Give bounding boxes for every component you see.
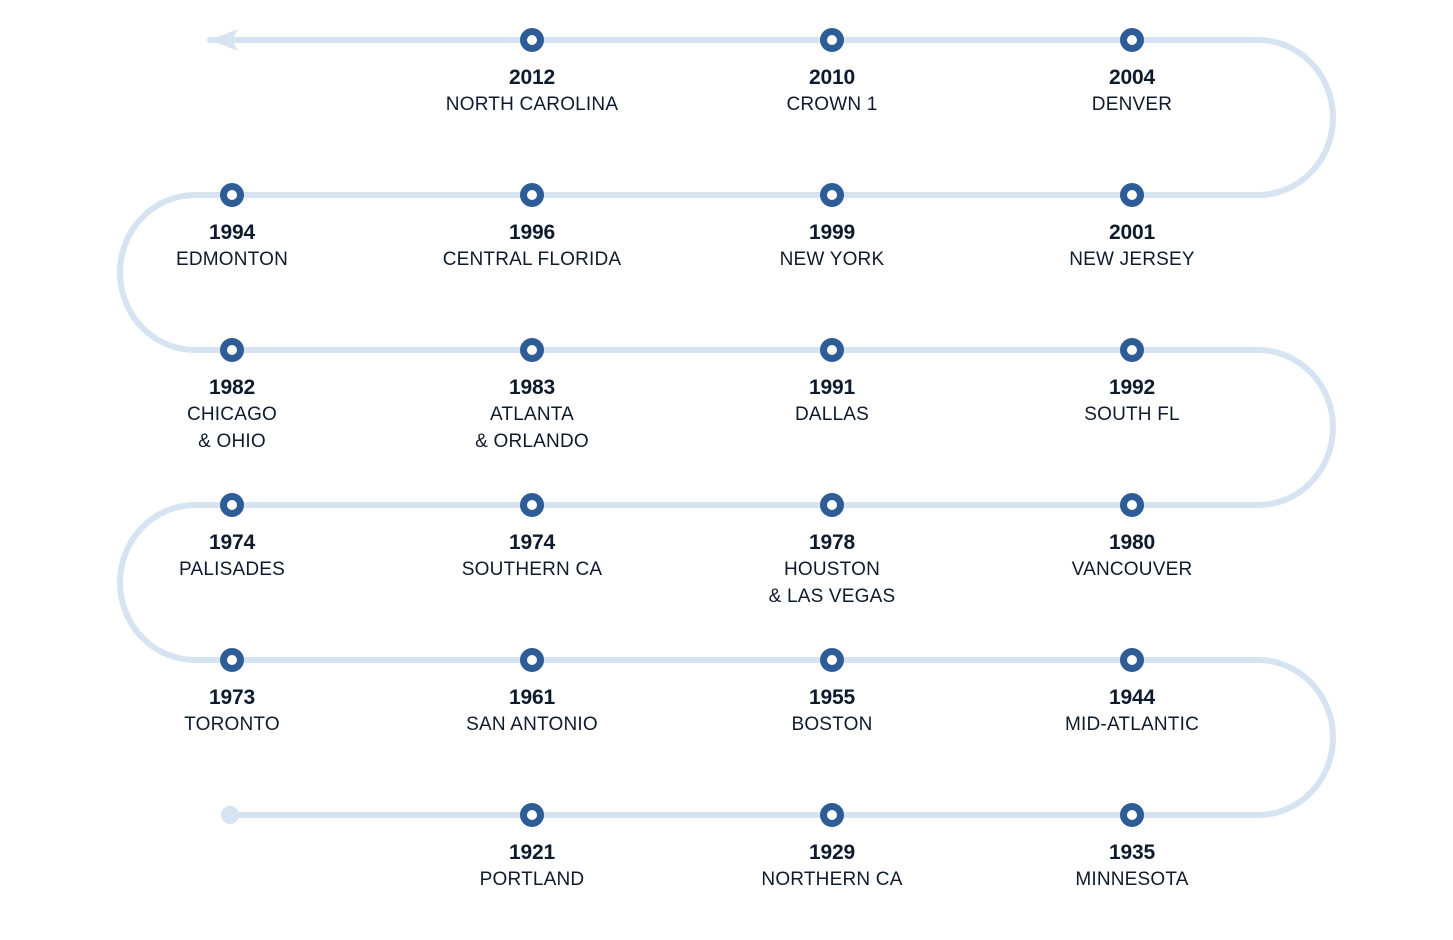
timeline-year: 1999 bbox=[780, 219, 885, 246]
timeline-location: & LAS VEGAS bbox=[769, 585, 896, 610]
timeline-year: 1929 bbox=[761, 839, 902, 866]
timeline-location: NEW JERSEY bbox=[1069, 248, 1195, 273]
timeline-location: & OHIO bbox=[187, 430, 277, 455]
timeline-location: NEW YORK bbox=[780, 248, 885, 273]
timeline-label: 1996CENTRAL FLORIDA bbox=[443, 219, 622, 273]
timeline-node bbox=[1120, 183, 1144, 207]
timeline-node bbox=[520, 338, 544, 362]
timeline-location: DALLAS bbox=[795, 403, 869, 428]
timeline-label: 1974SOUTHERN CA bbox=[462, 529, 603, 583]
timeline-node bbox=[820, 183, 844, 207]
timeline-track bbox=[0, 0, 1453, 940]
timeline-year: 1974 bbox=[462, 529, 603, 556]
timeline-location: EDMONTON bbox=[176, 248, 288, 273]
timeline-label: 1921PORTLAND bbox=[480, 839, 585, 893]
timeline-node bbox=[820, 493, 844, 517]
timeline-node bbox=[520, 28, 544, 52]
timeline-year: 2004 bbox=[1092, 64, 1172, 91]
timeline-label: 1978HOUSTON& LAS VEGAS bbox=[769, 529, 896, 610]
timeline-label: 1980VANCOUVER bbox=[1072, 529, 1193, 583]
timeline-label: 2001NEW JERSEY bbox=[1069, 219, 1195, 273]
timeline-location: CENTRAL FLORIDA bbox=[443, 248, 622, 273]
timeline-node bbox=[220, 648, 244, 672]
timeline-node bbox=[520, 183, 544, 207]
timeline-node bbox=[220, 338, 244, 362]
timeline-node bbox=[1120, 28, 1144, 52]
timeline-year: 1983 bbox=[475, 374, 589, 401]
timeline-location: DENVER bbox=[1092, 93, 1172, 118]
timeline-location: PALISADES bbox=[179, 558, 285, 583]
timeline-node bbox=[1120, 803, 1144, 827]
timeline-node bbox=[820, 648, 844, 672]
timeline-label: 2010CROWN 1 bbox=[786, 64, 877, 118]
timeline-node bbox=[1120, 648, 1144, 672]
timeline-node bbox=[820, 803, 844, 827]
timeline-node bbox=[220, 183, 244, 207]
timeline-year: 2010 bbox=[786, 64, 877, 91]
timeline-label: 1955BOSTON bbox=[791, 684, 872, 738]
timeline-label: 1992SOUTH FL bbox=[1084, 374, 1180, 428]
timeline-year: 1994 bbox=[176, 219, 288, 246]
timeline-location: SOUTH FL bbox=[1084, 403, 1180, 428]
timeline-location: MID-ATLANTIC bbox=[1065, 713, 1199, 738]
timeline-location: HOUSTON bbox=[769, 558, 896, 583]
timeline-label: 1961SAN ANTONIO bbox=[466, 684, 598, 738]
timeline-year: 1991 bbox=[795, 374, 869, 401]
timeline-label: 2004DENVER bbox=[1092, 64, 1172, 118]
timeline-label: 1935MINNESOTA bbox=[1075, 839, 1188, 893]
timeline-location: VANCOUVER bbox=[1072, 558, 1193, 583]
timeline-node bbox=[520, 493, 544, 517]
timeline-year: 1955 bbox=[791, 684, 872, 711]
timeline-year: 1961 bbox=[466, 684, 598, 711]
timeline-year: 1978 bbox=[769, 529, 896, 556]
timeline-year: 1974 bbox=[179, 529, 285, 556]
timeline-start-dot bbox=[221, 806, 239, 824]
timeline-label: 2012NORTH CAROLINA bbox=[446, 64, 618, 118]
timeline-location: & ORLANDO bbox=[475, 430, 589, 455]
timeline-node bbox=[1120, 493, 1144, 517]
timeline-label: 1983ATLANTA& ORLANDO bbox=[475, 374, 589, 455]
timeline-label: 1973TORONTO bbox=[184, 684, 280, 738]
timeline-year: 1996 bbox=[443, 219, 622, 246]
timeline-label: 1999NEW YORK bbox=[780, 219, 885, 273]
timeline-node bbox=[520, 803, 544, 827]
timeline-location: NORTHERN CA bbox=[761, 868, 902, 893]
timeline-label: 1944MID-ATLANTIC bbox=[1065, 684, 1199, 738]
timeline-year: 1921 bbox=[480, 839, 585, 866]
timeline-label: 1991DALLAS bbox=[795, 374, 869, 428]
timeline-year: 1992 bbox=[1084, 374, 1180, 401]
timeline-location: NORTH CAROLINA bbox=[446, 93, 618, 118]
timeline-node bbox=[520, 648, 544, 672]
timeline-location: PORTLAND bbox=[480, 868, 585, 893]
timeline-location: SOUTHERN CA bbox=[462, 558, 603, 583]
timeline-label: 1929NORTHERN CA bbox=[761, 839, 902, 893]
timeline-node bbox=[820, 338, 844, 362]
timeline-year: 1982 bbox=[187, 374, 277, 401]
timeline-label: 1994EDMONTON bbox=[176, 219, 288, 273]
timeline-year: 1935 bbox=[1075, 839, 1188, 866]
timeline-year: 1944 bbox=[1065, 684, 1199, 711]
timeline-year: 2012 bbox=[446, 64, 618, 91]
timeline-location: SAN ANTONIO bbox=[466, 713, 598, 738]
timeline-year: 1980 bbox=[1072, 529, 1193, 556]
timeline-location: MINNESOTA bbox=[1075, 868, 1188, 893]
timeline-label: 1974PALISADES bbox=[179, 529, 285, 583]
timeline-location: CHICAGO bbox=[187, 403, 277, 428]
timeline-diagram: 2012NORTH CAROLINA 2010CROWN 1 2004DENVER 1… bbox=[0, 0, 1453, 940]
timeline-node bbox=[1120, 338, 1144, 362]
timeline-location: ATLANTA bbox=[475, 403, 589, 428]
timeline-node bbox=[820, 28, 844, 52]
timeline-year: 1973 bbox=[184, 684, 280, 711]
timeline-node bbox=[220, 493, 244, 517]
timeline-location: TORONTO bbox=[184, 713, 280, 738]
timeline-location: BOSTON bbox=[791, 713, 872, 738]
timeline-location: CROWN 1 bbox=[786, 93, 877, 118]
timeline-label: 1982CHICAGO& OHIO bbox=[187, 374, 277, 455]
timeline-year: 2001 bbox=[1069, 219, 1195, 246]
